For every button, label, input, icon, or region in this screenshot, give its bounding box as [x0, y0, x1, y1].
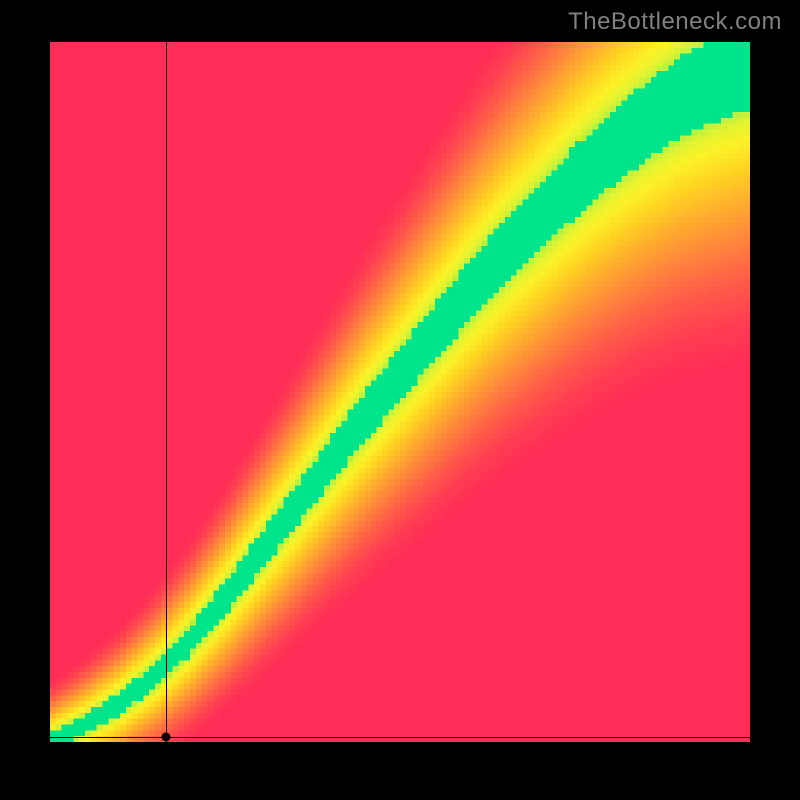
crosshair-vertical	[166, 42, 167, 742]
crosshair-marker	[161, 733, 170, 742]
heatmap-plot	[50, 42, 750, 742]
watermark-text: TheBottleneck.com	[568, 8, 782, 36]
crosshair-horizontal	[50, 737, 750, 738]
heatmap-canvas	[50, 42, 750, 742]
